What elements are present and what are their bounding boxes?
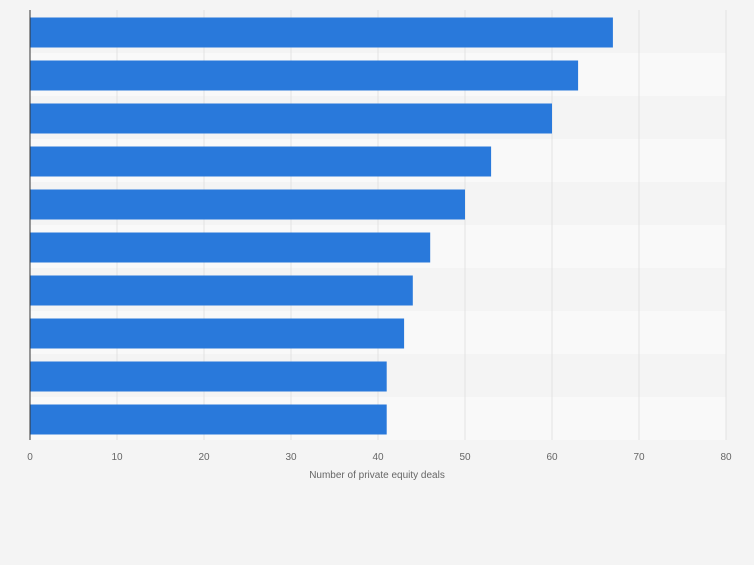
bar[interactable]	[30, 189, 465, 220]
x-tick-label: 0	[27, 452, 33, 463]
x-tick-label: 10	[111, 452, 123, 463]
x-axis-title: Number of private equity deals	[309, 470, 445, 481]
bar[interactable]	[30, 275, 413, 306]
x-tick-label: 80	[720, 452, 732, 463]
bar[interactable]	[30, 232, 431, 263]
bar[interactable]	[30, 318, 405, 349]
x-tick-label: 70	[633, 452, 645, 463]
x-tick-label: 40	[372, 452, 384, 463]
x-axis-ticks: 0 10 20 30 40 50 60 70 80	[27, 452, 732, 463]
bar[interactable]	[30, 361, 387, 392]
x-tick-label: 50	[459, 452, 471, 463]
bar[interactable]	[30, 404, 387, 435]
bar[interactable]	[30, 60, 579, 91]
x-tick-label: 30	[285, 452, 297, 463]
x-tick-label: 20	[198, 452, 210, 463]
bar[interactable]	[30, 17, 613, 48]
x-tick-label: 60	[546, 452, 558, 463]
bar[interactable]	[30, 146, 492, 177]
bar[interactable]	[30, 103, 552, 134]
bars	[30, 17, 613, 435]
